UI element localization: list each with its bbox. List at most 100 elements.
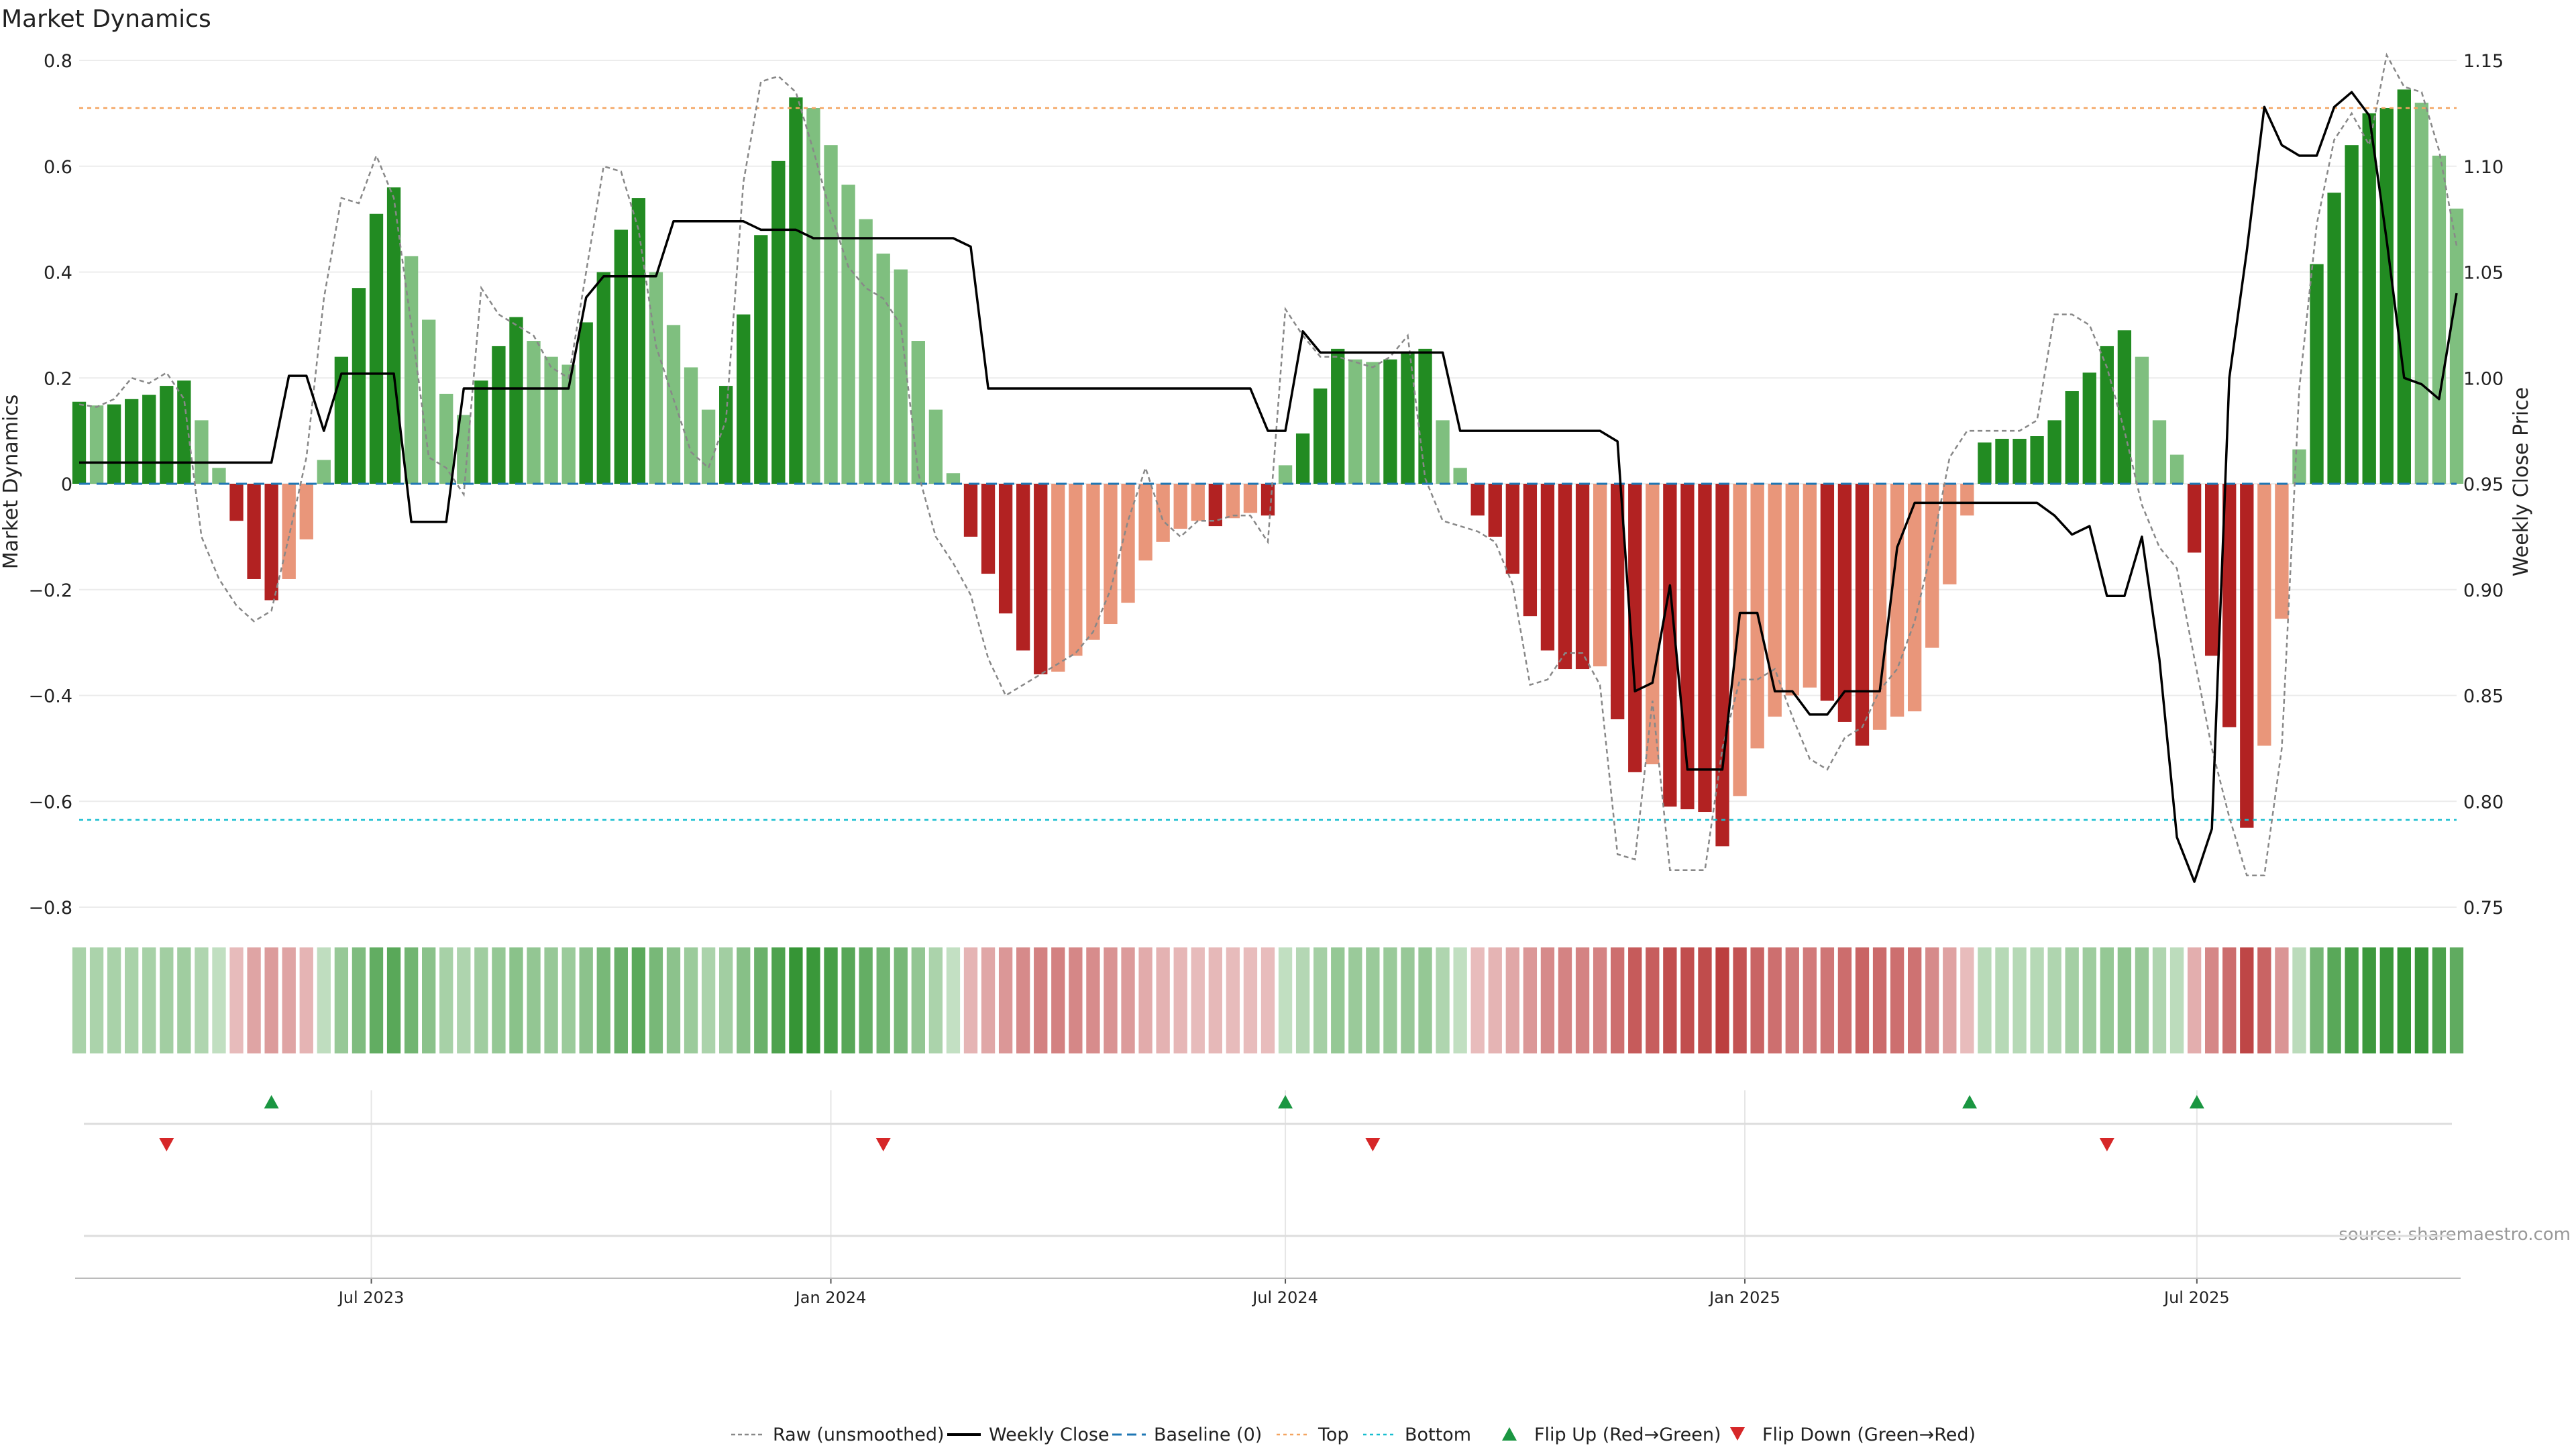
heat-cell xyxy=(1768,947,1782,1053)
legend-label: Bottom xyxy=(1405,1424,1471,1445)
dynamics-bar xyxy=(369,213,384,484)
heat-cell xyxy=(1698,947,1712,1053)
dynamics-bar xyxy=(876,253,890,484)
heat-cell xyxy=(894,947,908,1053)
dynamics-bar xyxy=(2187,484,2202,553)
heat-cell xyxy=(1418,947,1432,1053)
heat-cell xyxy=(859,947,873,1053)
heat-cell xyxy=(2414,947,2429,1053)
heat-cell xyxy=(1401,947,1415,1053)
dynamics-bar xyxy=(212,468,226,484)
y-tick-label-left: 0 xyxy=(61,474,72,495)
dynamics-bar xyxy=(2152,420,2167,484)
heat-cell xyxy=(946,947,961,1053)
dynamics-bar xyxy=(509,317,523,484)
dynamics-bar xyxy=(282,484,296,579)
dynamics-bar xyxy=(1488,484,1502,537)
heat-cell xyxy=(509,947,523,1053)
dynamics-bar xyxy=(684,367,698,484)
heat-cell xyxy=(1593,947,1607,1053)
heat-cell xyxy=(2030,947,2044,1053)
flip-up-marker xyxy=(1278,1095,1293,1108)
dynamics-bar xyxy=(1226,484,1240,519)
heat-cell xyxy=(247,947,261,1053)
dynamics-bar xyxy=(229,484,244,521)
legend-swatch-flip-down xyxy=(1730,1427,1745,1441)
heat-cell xyxy=(2379,947,2394,1053)
heat-cell xyxy=(1016,947,1030,1053)
dynamics-bar xyxy=(160,386,174,484)
heat-cell xyxy=(2065,947,2079,1053)
dynamics-bar xyxy=(719,386,733,484)
x-tick-label: Jul 2025 xyxy=(2163,1288,2230,1307)
heat-cell xyxy=(1173,947,1187,1053)
dynamics-bar xyxy=(2449,208,2464,484)
dynamics-bar xyxy=(1505,484,1519,574)
legend-item-top: Top xyxy=(1277,1424,1349,1445)
heat-cell xyxy=(876,947,890,1053)
dynamics-bar xyxy=(352,288,366,484)
heat-cell xyxy=(1453,947,1467,1053)
heat-cell xyxy=(1260,947,1275,1053)
dynamics-bar xyxy=(789,97,803,484)
heat-cell xyxy=(1488,947,1502,1053)
dynamics-bar xyxy=(2345,145,2359,484)
dynamics-bar xyxy=(2257,484,2271,746)
heat-cell xyxy=(2275,947,2289,1053)
dynamics-bar xyxy=(2275,484,2289,619)
legend-label: Top xyxy=(1318,1424,1349,1445)
heat-cell xyxy=(1890,947,1904,1053)
flip-down-marker xyxy=(2099,1138,2114,1151)
heat-cell xyxy=(1575,947,1590,1053)
y-tick-label-left: 0.4 xyxy=(44,263,72,284)
heat-cell xyxy=(719,947,733,1053)
heat-cell xyxy=(2257,947,2271,1053)
raw-line xyxy=(78,52,2458,876)
heat-cell xyxy=(2152,947,2167,1053)
heat-cell xyxy=(1086,947,1100,1053)
heat-cell xyxy=(474,947,488,1053)
legend-label: Raw (unsmoothed) xyxy=(773,1424,945,1445)
flip-up-marker xyxy=(264,1095,279,1108)
dynamics-bar xyxy=(1855,484,1870,746)
dynamics-bar xyxy=(1138,484,1152,561)
dynamics-bar xyxy=(1331,348,1345,484)
dynamics-bar xyxy=(1698,484,1712,813)
legend-label: Flip Up (Red→Green) xyxy=(1534,1424,1721,1445)
heat-cell xyxy=(2100,947,2114,1053)
flip-down-marker xyxy=(159,1138,174,1151)
flip-down-marker xyxy=(875,1138,891,1151)
grid-layer xyxy=(79,60,2457,1278)
dynamics-bar xyxy=(1436,420,1450,484)
dynamics-bar xyxy=(142,395,156,484)
heat-cell xyxy=(1121,947,1135,1053)
dynamics-bar xyxy=(177,380,191,484)
heat-cell xyxy=(2082,947,2096,1053)
dynamics-bar xyxy=(1593,484,1607,667)
y-tick-label-right: 0.90 xyxy=(2463,580,2504,601)
dynamics-bar xyxy=(1208,484,1222,527)
heat-cell xyxy=(2362,947,2376,1053)
dynamics-bar xyxy=(1558,484,1572,670)
dynamics-bar xyxy=(1820,484,1835,701)
dynamics-bar xyxy=(2169,454,2184,484)
dynamics-bar xyxy=(1173,484,1187,529)
heat-cell xyxy=(841,947,855,1053)
heat-cell xyxy=(492,947,506,1053)
heat-cell xyxy=(1295,947,1310,1053)
legend-item-flip-down: Flip Down (Green→Red) xyxy=(1730,1424,1976,1445)
heat-cell xyxy=(631,947,646,1053)
heat-cell xyxy=(737,947,751,1053)
legend-label: Weekly Close xyxy=(989,1424,1110,1445)
heat-cell xyxy=(771,947,786,1053)
dynamics-bar xyxy=(439,393,453,484)
dynamics-bar xyxy=(2030,436,2044,484)
heat-cell xyxy=(2397,947,2411,1053)
dynamics-bar xyxy=(1016,484,1030,651)
heat-cell xyxy=(2205,947,2219,1053)
chart-title: Market Dynamics xyxy=(1,5,211,33)
heat-cell xyxy=(195,947,209,1053)
heat-cell xyxy=(1855,947,1870,1053)
bars-layer xyxy=(72,89,2464,847)
heat-cell xyxy=(1925,947,1939,1053)
